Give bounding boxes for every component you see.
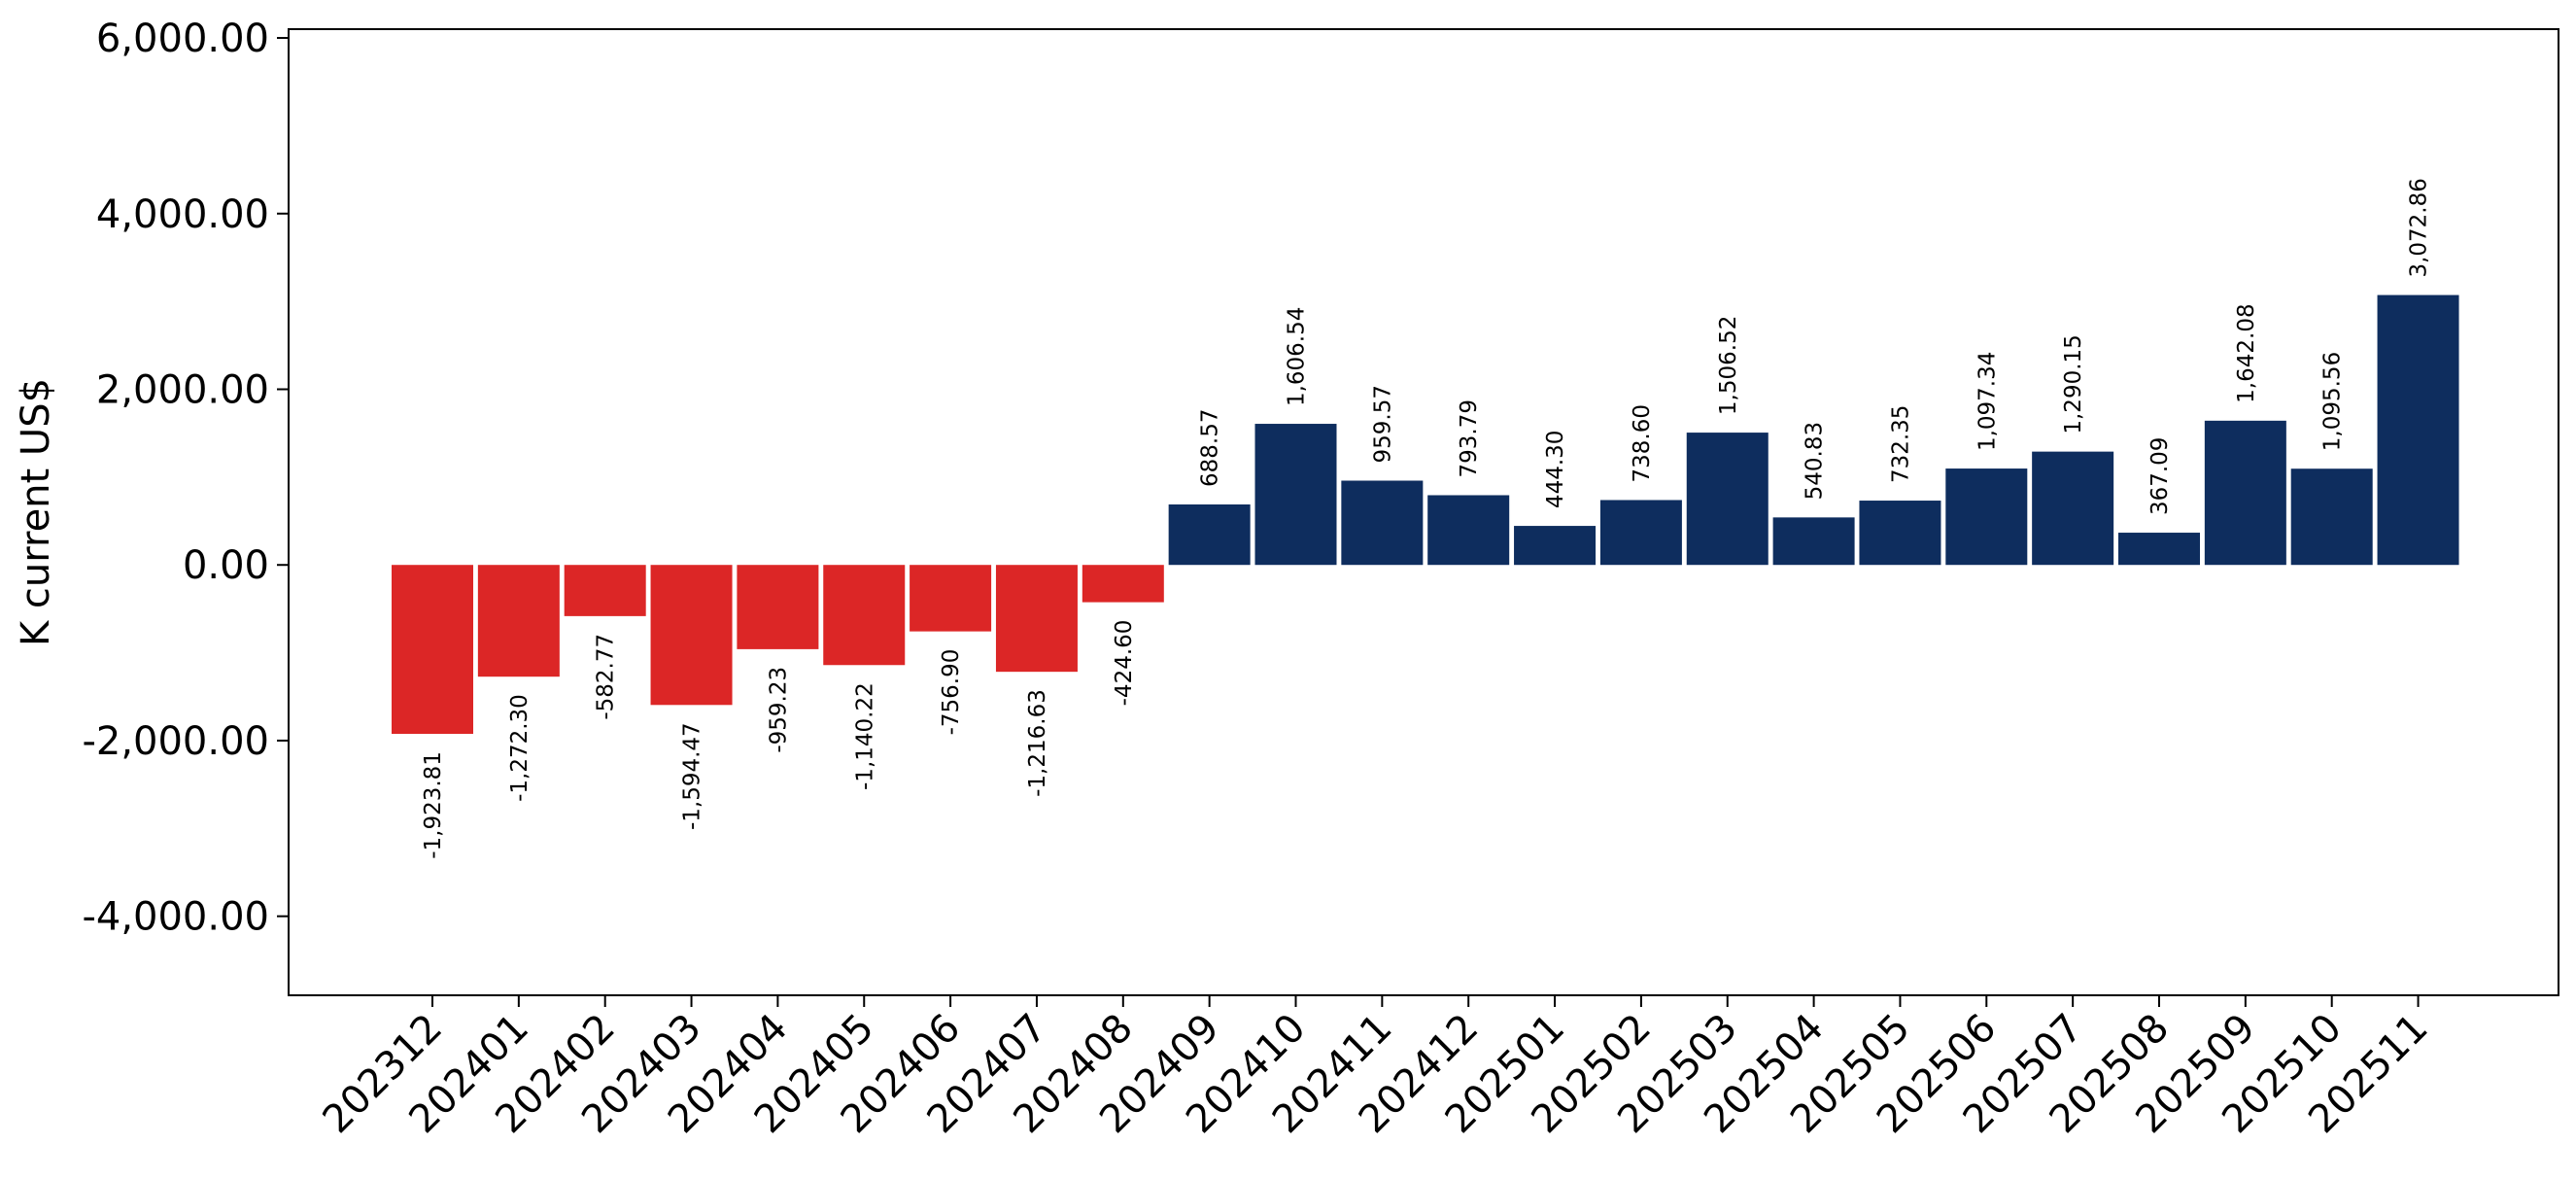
y-tick-label: 4,000.00: [96, 192, 269, 237]
bar: [910, 565, 992, 632]
x-axis: 2023122024012024022024032024042024052024…: [315, 995, 2437, 1142]
value-label: -1,272.30: [507, 694, 532, 802]
bar: [1254, 424, 1337, 566]
value-label: -582.77: [594, 634, 619, 720]
bar: [564, 565, 646, 616]
bar: [2118, 533, 2200, 566]
y-tick-label: 2,000.00: [96, 367, 269, 412]
value-label: 1,290.15: [2061, 334, 2086, 433]
value-label: 688.57: [1198, 409, 1223, 487]
bar: [737, 565, 819, 649]
bar: [1686, 433, 1769, 566]
value-label: 540.83: [1803, 422, 1828, 500]
value-label: 367.09: [2147, 437, 2173, 515]
bar: [2204, 420, 2286, 566]
bar: [650, 565, 733, 706]
bar: [1945, 468, 2028, 566]
bar: [1772, 517, 1855, 566]
value-label: 1,506.52: [1716, 316, 1741, 415]
bar: [2290, 468, 2373, 566]
bar: [823, 565, 906, 666]
value-label: -1,140.22: [852, 682, 877, 790]
y-tick-label: 6,000.00: [96, 17, 269, 61]
y-axis: -4,000.00 -2,000.00 0.00 2,000.00 4,000.00 6,…: [82, 17, 289, 940]
bar: [392, 565, 473, 735]
value-label: 1,642.08: [2234, 303, 2259, 402]
y-tick-label: -2,000.00: [82, 719, 269, 764]
value-label: 444.30: [1543, 431, 1568, 508]
bar: [1427, 495, 1510, 566]
value-label: -756.90: [939, 649, 964, 736]
bar: [2032, 451, 2114, 566]
value-label: -1,594.47: [680, 722, 705, 830]
bar: [995, 565, 1078, 673]
y-tick-label: -4,000.00: [82, 895, 269, 940]
bars-layer: [392, 295, 2459, 735]
value-label: -1,216.63: [1025, 689, 1050, 797]
value-label: 793.79: [1457, 399, 1482, 477]
value-label: -1,923.81: [421, 751, 446, 859]
value-label: 959.57: [1370, 385, 1395, 463]
value-labels-layer: -1,923.81 -1,272.30 -582.77 -1,594.47 -959.2…: [421, 178, 2432, 859]
bar: [1341, 480, 1424, 566]
bar: [1168, 503, 1251, 566]
value-label: -959.23: [766, 667, 791, 753]
y-tick-label: 0.00: [183, 543, 269, 588]
value-label: 1,095.56: [2320, 352, 2346, 451]
value-label: 732.35: [1888, 405, 1913, 483]
bar: [1599, 500, 1682, 566]
value-label: 3,072.86: [2407, 178, 2432, 277]
bar: [1082, 565, 1164, 603]
plot-frame: [288, 28, 2559, 996]
value-label: -424.60: [1112, 620, 1137, 707]
bar: [1514, 526, 1597, 566]
value-label: 738.60: [1630, 404, 1655, 482]
bar: [2377, 295, 2459, 566]
y-axis-label: K current US$: [14, 378, 58, 646]
bar: [1859, 501, 1941, 566]
bar: [477, 565, 560, 677]
value-label: 1,606.54: [1285, 307, 1310, 406]
value-label: 1,097.34: [1975, 352, 2000, 451]
